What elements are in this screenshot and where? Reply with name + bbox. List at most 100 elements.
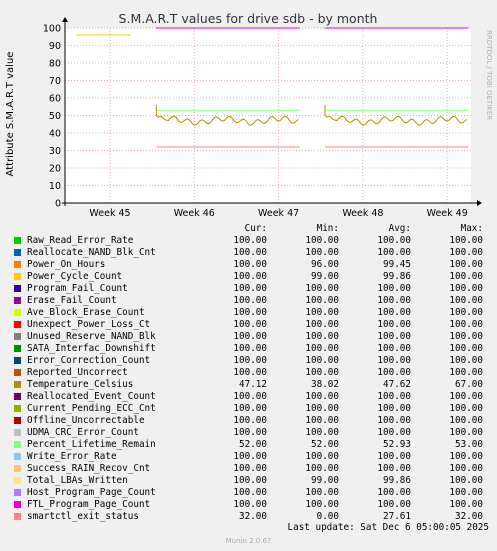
legend-name: Reallocated_Event_Count (27, 391, 156, 402)
legend-row: SATA_Interfac_Downshift 100.00 100.00 100.0… (12, 343, 492, 355)
legend-max: 100.00 (449, 247, 483, 258)
legend-max: 100.00 (449, 427, 483, 438)
legend-row: Unused_Reserve_NAND_Blk 100.00 100.00 100.0… (12, 331, 492, 343)
legend-min: 38.02 (311, 379, 339, 390)
legend-max: 100.00 (449, 259, 483, 270)
legend-min: 100.00 (305, 463, 339, 474)
legend-swatch (14, 285, 21, 292)
legend-swatch (14, 501, 21, 508)
legend-max: 100.00 (449, 235, 483, 246)
legend-swatch (14, 441, 21, 448)
legend-name: Reported_Uncorrect (27, 367, 128, 378)
legend-min: 100.00 (305, 451, 339, 462)
x-tick-label: Week 49 (427, 208, 468, 219)
legend-header: Cur: Min: Avg: Max: (12, 223, 492, 235)
legend-min: 100.00 (305, 367, 339, 378)
legend-avg: 100.00 (377, 391, 411, 402)
legend-cur: 100.00 (233, 247, 267, 258)
legend-swatch (14, 237, 21, 244)
legend-name: Ave_Block_Erase_Count (27, 307, 145, 318)
legend-min: 52.00 (311, 439, 339, 450)
legend-name: Total_LBAs_Written (27, 475, 128, 486)
legend-min: 100.00 (305, 307, 339, 318)
x-tick-label: Week 45 (89, 208, 130, 219)
legend-cur: 100.00 (233, 235, 267, 246)
legend: Cur: Min: Avg: Max: Raw_Read_Error_Rate 1… (12, 223, 492, 523)
legend-min: 99.00 (311, 271, 339, 282)
legend-row: Error_Correction_Count 100.00 100.00 100.00… (12, 355, 492, 367)
legend-avg: 47.62 (383, 379, 411, 390)
plot-area (65, 28, 471, 203)
legend-avg: 100.00 (377, 247, 411, 258)
legend-avg: 99.86 (383, 271, 411, 282)
legend-avg: 100.00 (377, 367, 411, 378)
legend-row: Unexpect_Power_Loss_Ct 100.00 100.00 100.00… (12, 319, 492, 331)
legend-min: 100.00 (305, 283, 339, 294)
legend-min: 99.00 (311, 475, 339, 486)
legend-cur: 100.00 (233, 487, 267, 498)
legend-swatch (14, 417, 21, 424)
series-line-Temperature_Celsius (324, 105, 468, 126)
legend-cur: 100.00 (233, 403, 267, 414)
legend-swatch (14, 345, 21, 352)
last-update: Last update: Sat Dec 6 05:00:05 2025 (287, 522, 490, 533)
legend-name: Write_Error_Rate (27, 451, 117, 462)
legend-cur: 100.00 (233, 475, 267, 486)
legend-name: Raw_Read_Error_Rate (27, 235, 134, 246)
legend-name: FTL_Program_Page_Count (27, 499, 151, 510)
legend-min: 96.00 (311, 259, 339, 270)
legend-row: UDMA_CRC_Error_Count 100.00 100.00 100.00 10… (12, 427, 492, 439)
legend-max: 100.00 (449, 391, 483, 402)
legend-cur: 100.00 (233, 307, 267, 318)
footer: Munin 2.0.67 (225, 537, 272, 545)
legend-swatch (14, 405, 21, 412)
legend-avg: 100.00 (377, 283, 411, 294)
legend-cur: 52.00 (239, 439, 267, 450)
legend-min: 100.00 (305, 415, 339, 426)
legend-row: Write_Error_Rate 100.00 100.00 100.00 100.00 (12, 451, 492, 463)
legend-cur: 100.00 (233, 427, 267, 438)
legend-avg: 52.93 (383, 439, 411, 450)
legend-row: Success_RAIN_Recov_Cnt 100.00 100.00 100.00… (12, 463, 492, 475)
y-axis-label: Attribute S.M.A.R.T value (5, 52, 16, 177)
header-cur: Cur: (244, 223, 267, 234)
series-layer (76, 27, 469, 148)
legend-avg: 100.00 (377, 307, 411, 318)
legend-row: Reallocate_NAND_Blk_Cnt 100.00 100.00 100.0… (12, 247, 492, 259)
y-tick-label: 100 (43, 24, 61, 35)
header-avg: Avg: (388, 223, 411, 234)
y-tick-label: 0 (55, 199, 61, 210)
y-tick-label: 50 (49, 111, 61, 122)
legend-name: SATA_Interfac_Downshift (27, 343, 156, 354)
legend-avg: 100.00 (377, 319, 411, 330)
legend-cur: 32.00 (239, 511, 267, 522)
legend-row: smartctl_exit_status 32.00 0.00 27.61 32.00 (12, 511, 492, 523)
legend-cur: 100.00 (233, 283, 267, 294)
legend-avg: 99.45 (383, 259, 411, 270)
legend-cur: 47.12 (239, 379, 267, 390)
series-line-Temperature_Celsius (155, 105, 299, 126)
legend-name: Success_RAIN_Recov_Cnt (27, 463, 151, 474)
legend-name: Power_On_Hours (27, 259, 106, 270)
legend-swatch (14, 453, 21, 460)
legend-avg: 100.00 (377, 427, 411, 438)
legend-swatch (14, 369, 21, 376)
y-tick-label: 80 (49, 59, 61, 70)
legend-min: 100.00 (305, 247, 339, 258)
legend-max: 100.00 (449, 283, 483, 294)
legend-name: Unused_Reserve_NAND_Blk (27, 331, 156, 342)
legend-avg: 100.00 (377, 403, 411, 414)
legend-row: Temperature_Celsius 47.12 38.02 47.62 67.00 (12, 379, 492, 391)
legend-min: 100.00 (305, 295, 339, 306)
legend-max: 100.00 (449, 319, 483, 330)
legend-name: Unexpect_Power_Loss_Ct (27, 319, 151, 330)
legend-row: Erase_Fail_Count 100.00 100.00 100.00 100.00 (12, 295, 492, 307)
y-tick-label: 90 (49, 41, 61, 52)
legend-swatch (14, 333, 21, 340)
legend-max: 100.00 (449, 475, 483, 486)
header-min: Min: (316, 223, 339, 234)
legend-row: Offline_Uncorrectable 100.00 100.00 100.00 1… (12, 415, 492, 427)
legend-name: Offline_Uncorrectable (27, 415, 145, 426)
legend-cur: 100.00 (233, 415, 267, 426)
legend-max: 100.00 (449, 487, 483, 498)
